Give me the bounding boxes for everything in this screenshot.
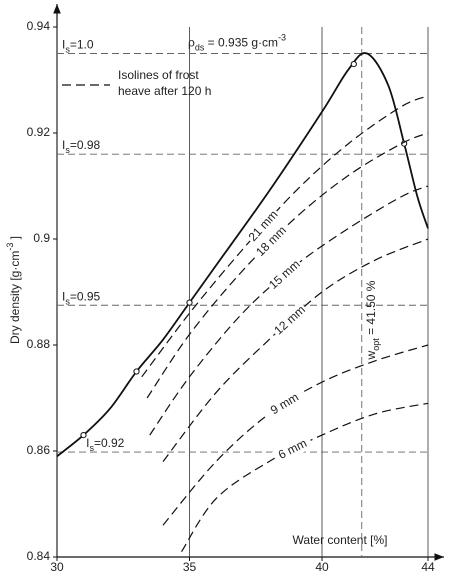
reference-label-part: =0.92	[94, 436, 125, 450]
label-bg	[245, 206, 283, 246]
reference-label-part: I	[62, 38, 65, 52]
x-tick-label: 44	[421, 560, 435, 574]
reference-label-part: s	[65, 146, 70, 156]
x-axis-label: Water content [%]	[293, 533, 388, 547]
annotation-part: = 0.935 g·cm	[204, 36, 278, 50]
label-bg	[271, 434, 314, 465]
data-point	[186, 299, 193, 306]
y-tick-label: 0.94	[27, 19, 51, 33]
reference-label-part: I	[62, 289, 65, 303]
isoline	[141, 95, 429, 378]
annotation: ρds = 0.935 g·cm-3	[188, 33, 286, 53]
reference-label-part: =0.98	[70, 138, 101, 152]
y-axis-label-part: -3	[5, 243, 15, 251]
series-label: 15 mm	[266, 257, 303, 292]
annotation-part: ρ	[188, 36, 195, 50]
reference-label: Is=0.95	[62, 289, 101, 306]
isoline	[181, 402, 429, 553]
isoline	[162, 344, 429, 526]
label-bg	[252, 222, 291, 261]
reference-label-part: s	[65, 45, 70, 55]
reference-label: wopt = 41.50 %	[364, 280, 381, 360]
series-label: 9 mm	[268, 390, 301, 417]
y-axis-label-part: Dry density [g·cm	[8, 251, 22, 344]
annotation-part: -3	[278, 33, 286, 43]
reference-label-part: = 41.50 %	[364, 280, 378, 338]
reference-label-part: I	[86, 436, 89, 450]
y-axis-label-part: ]	[8, 236, 22, 243]
y-tick-label: 0.86	[27, 443, 51, 457]
x-tick-label: 35	[183, 560, 197, 574]
data-point	[350, 61, 357, 68]
reference-label-part: =1.0	[70, 38, 94, 52]
compaction-curve	[56, 52, 429, 458]
series-label: 12 mm	[271, 303, 308, 338]
reference-label-part: s	[89, 443, 94, 453]
data-point	[80, 432, 87, 439]
y-tick-label: 0.9	[33, 231, 50, 245]
series-label: 6 mm	[276, 436, 309, 462]
x-tick-label: 40	[315, 560, 329, 574]
reference-label-part: opt	[371, 338, 381, 351]
reference-label-part: w	[364, 350, 378, 360]
reference-label-part: s	[65, 297, 70, 307]
x-tick-label: 30	[50, 560, 64, 574]
data-point	[133, 368, 140, 375]
isoline	[149, 185, 429, 436]
annotation-part: ds	[195, 43, 205, 53]
legend-label: Isolines of frost	[118, 68, 199, 82]
y-axis-label: Dry density [g·cm-3 ]	[5, 236, 22, 344]
legend-label: heave after 120 h	[118, 84, 211, 98]
y-tick-label: 0.92	[27, 125, 51, 139]
y-tick-label: 0.88	[27, 337, 51, 351]
label-bg	[264, 388, 306, 421]
reference-label: Is=0.98	[62, 138, 101, 155]
reference-label: Is=1.0	[62, 38, 94, 55]
y-tick-label: 0.84	[27, 549, 51, 563]
reference-label: Is=0.92	[86, 436, 125, 453]
isoline	[146, 132, 429, 399]
label-bg	[270, 302, 310, 340]
label-bg	[265, 256, 305, 294]
reference-label-part: =0.95	[70, 289, 101, 303]
reference-label-part: I	[62, 138, 65, 152]
